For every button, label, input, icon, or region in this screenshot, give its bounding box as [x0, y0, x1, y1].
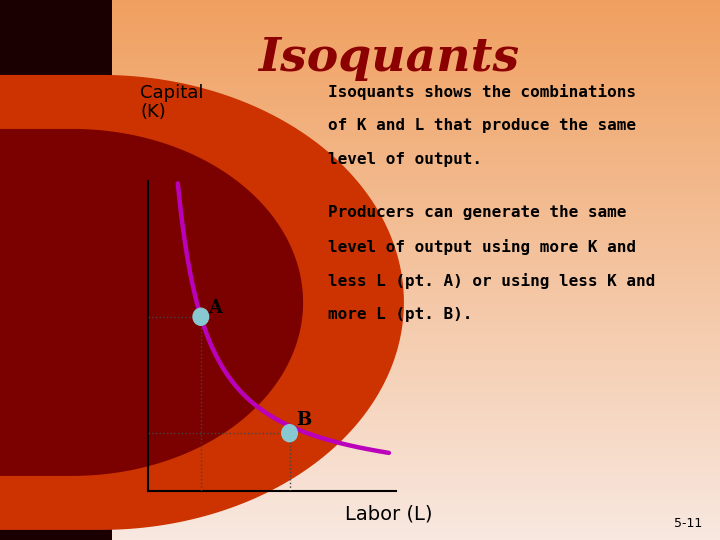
Text: (K): (K)	[140, 103, 166, 120]
Polygon shape	[0, 76, 403, 529]
Text: more L (pt. B).: more L (pt. B).	[328, 307, 472, 322]
Text: A: A	[208, 299, 222, 317]
Text: 5-11: 5-11	[674, 517, 702, 530]
Text: of K and L that produce the same: of K and L that produce the same	[328, 118, 636, 133]
Text: less L (pt. A) or using less K and: less L (pt. A) or using less K and	[328, 273, 655, 289]
Bar	[0, 0, 112, 540]
Text: level of output.: level of output.	[328, 152, 482, 167]
Text: level of output using more K and: level of output using more K and	[328, 239, 636, 255]
Text: Producers can generate the same: Producers can generate the same	[328, 205, 626, 220]
Circle shape	[193, 308, 209, 325]
Text: Labor (L): Labor (L)	[345, 505, 433, 524]
Text: B: B	[297, 411, 312, 429]
Text: Isoquants: Isoquants	[258, 35, 519, 81]
Text: Isoquants shows the combinations: Isoquants shows the combinations	[328, 84, 636, 100]
Polygon shape	[0, 130, 302, 475]
Text: Capital: Capital	[140, 84, 204, 102]
Circle shape	[282, 424, 297, 442]
